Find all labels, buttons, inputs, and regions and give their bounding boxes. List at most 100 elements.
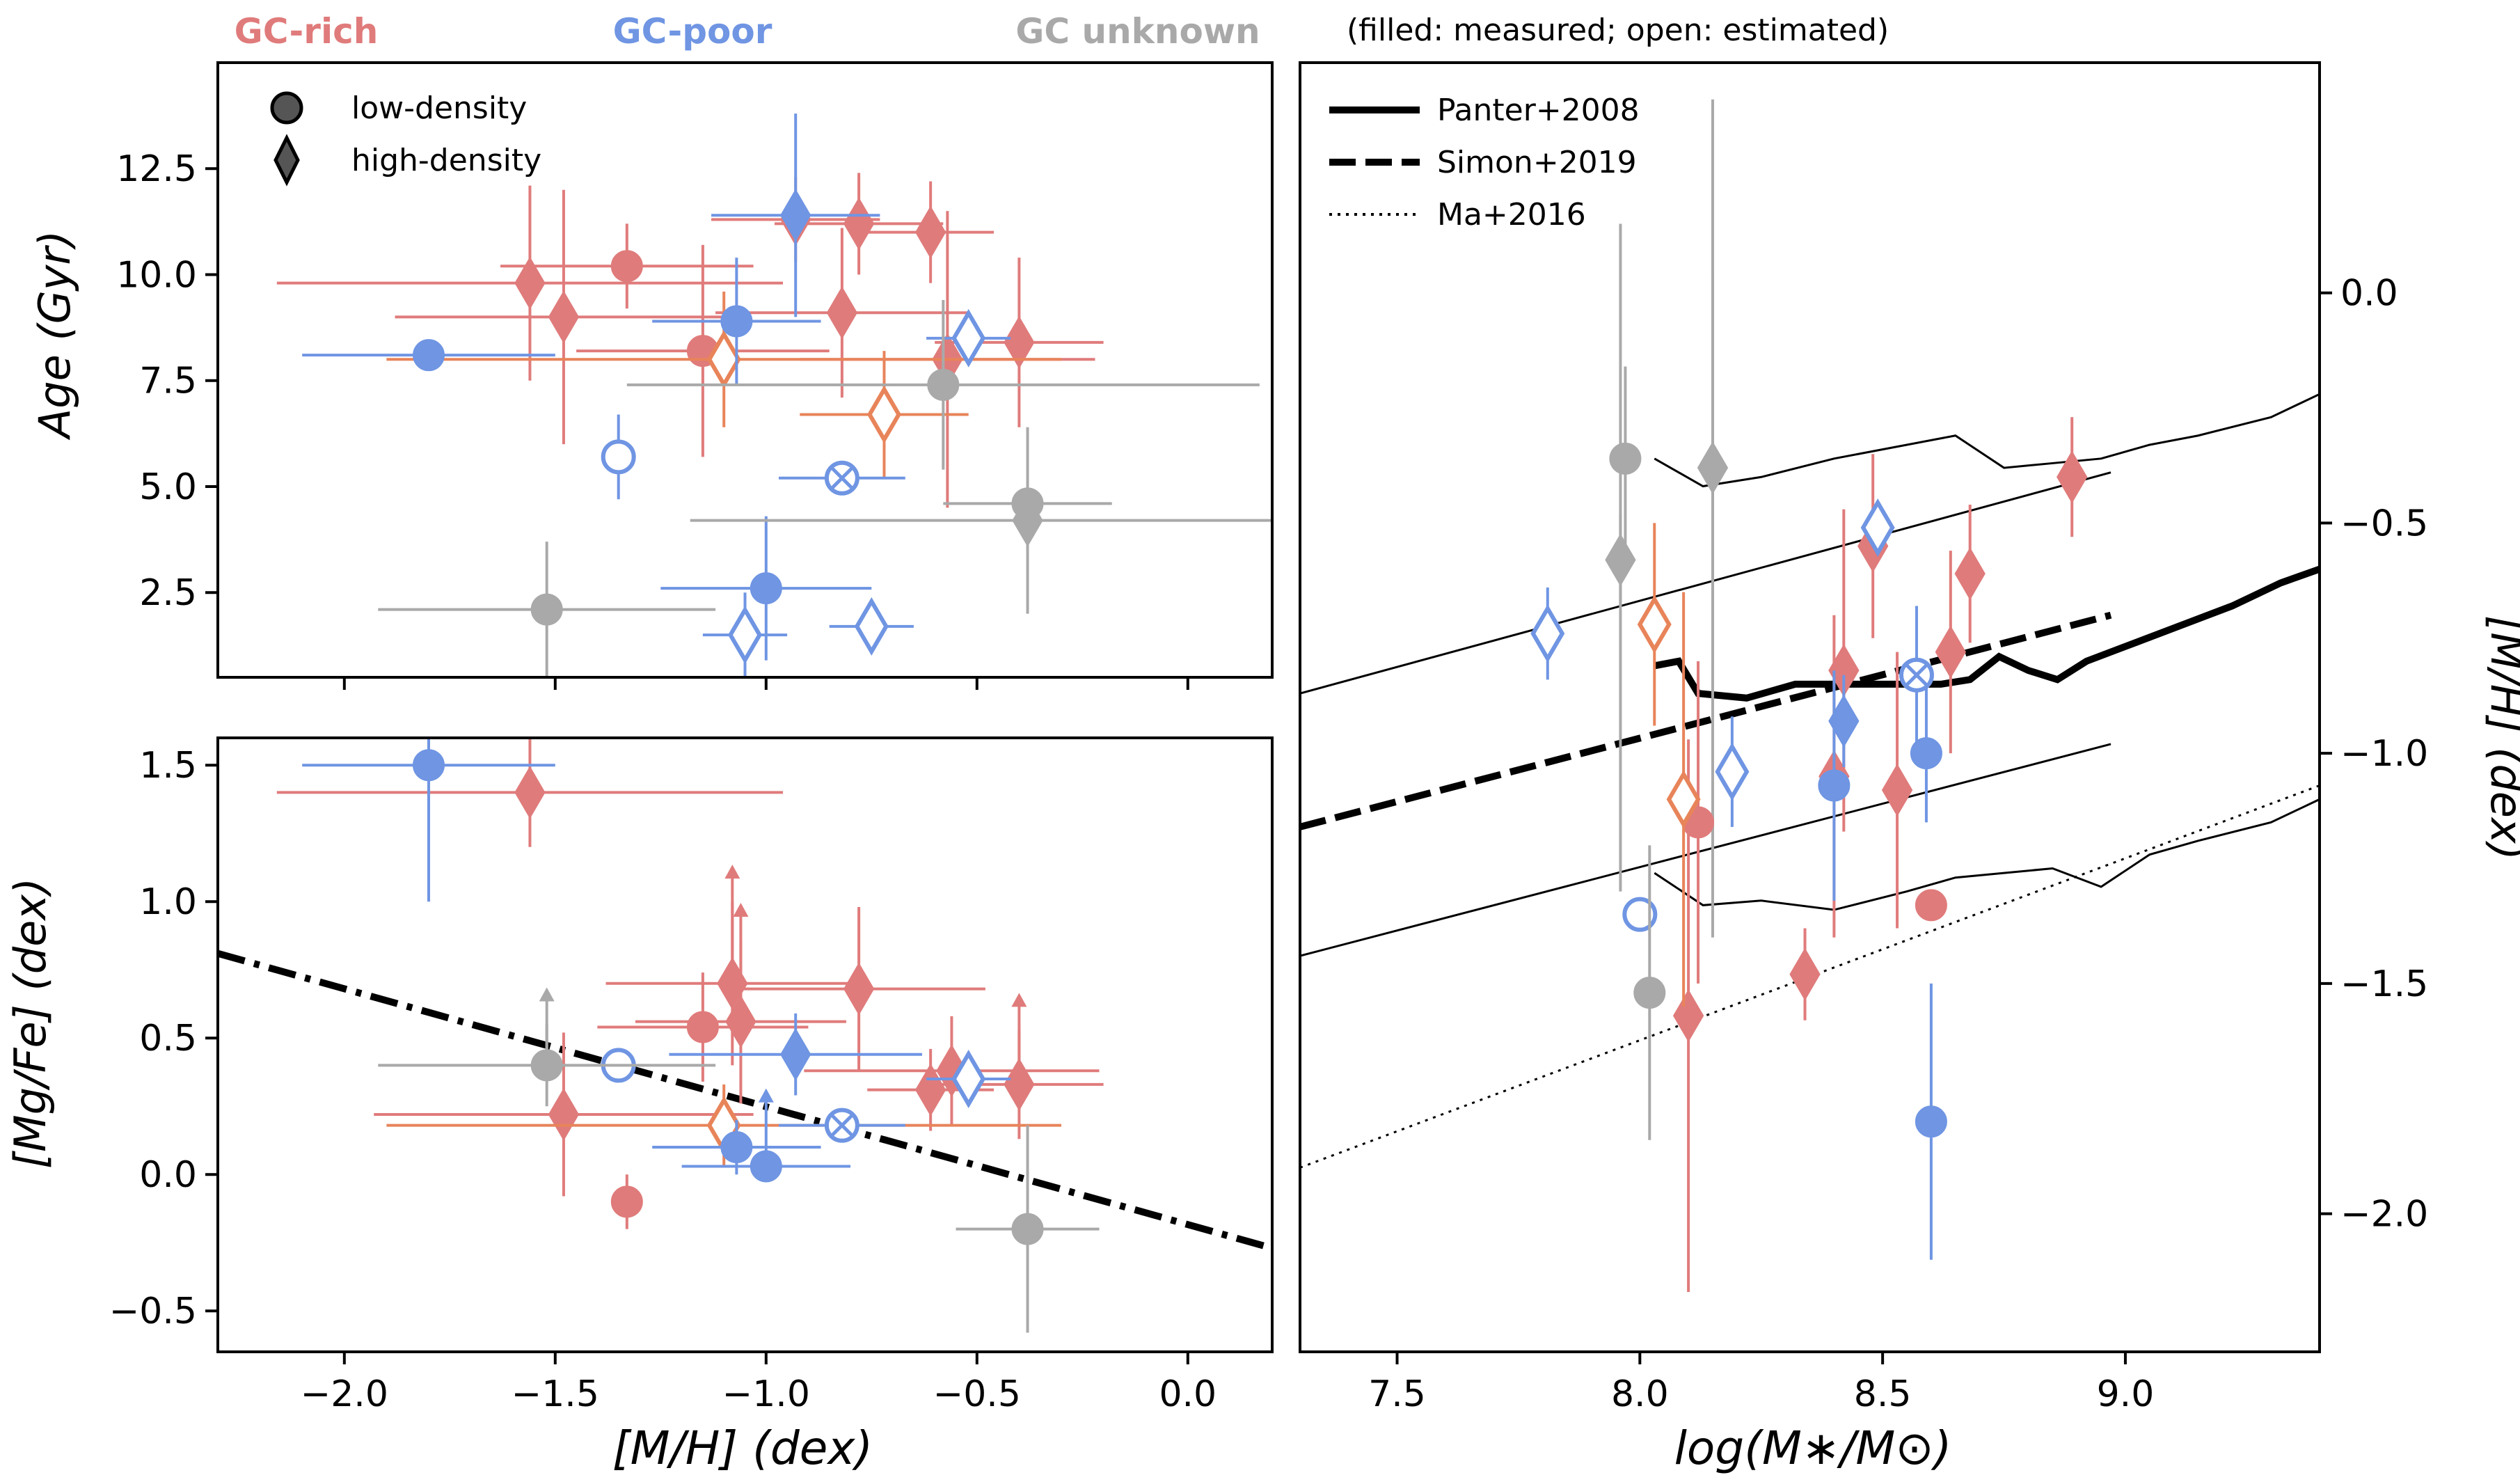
legend-simon-label: Simon+2019 [1437, 145, 1637, 180]
data-point-diamond [1860, 498, 1895, 557]
data-point-circle [750, 572, 782, 605]
data-point-diamond [1004, 315, 1035, 369]
data-point-diamond [1697, 441, 1729, 495]
data-point-circle [601, 439, 636, 475]
age-ylabel: Age (Gyr) [29, 230, 80, 441]
data-point-circle [686, 1011, 719, 1043]
y-tick-label: 10.0 [116, 254, 197, 296]
data-point-diamond [951, 308, 986, 368]
data-point-diamond [514, 766, 546, 819]
y-tick-label: 2.5 [139, 572, 197, 614]
age-panel: 2.5 5.0 7.5 10.0 12.5 [116, 61, 1274, 690]
upper-limit-arrow [724, 865, 740, 879]
x-tick-label: −1.0 [722, 1373, 810, 1415]
cross-mark [1904, 663, 1929, 687]
y-tick-label: −0.5 [109, 1291, 197, 1332]
data-point-diamond [826, 286, 858, 340]
header-gc-unknown: GC unknown [1015, 11, 1260, 52]
data-point-circle [1011, 1213, 1044, 1245]
data-point-circle [530, 1049, 563, 1082]
data-point-circle [413, 749, 445, 782]
relation-panter-2008-lower [1654, 798, 2320, 911]
data-point-diamond [1935, 625, 1966, 679]
data-point-diamond [1672, 989, 1704, 1043]
data-point-diamond [843, 962, 875, 1016]
data-point-diamond [1789, 947, 1821, 1001]
data-point-circle [1633, 977, 1666, 1009]
relation-simon-2019-upper [1300, 471, 2111, 695]
data-point-circle [530, 593, 563, 626]
header-gc-rich: GC-rich [235, 11, 379, 52]
mgfe-xlabel: [M/H] (dex) [612, 1421, 873, 1475]
data-point-circle [1915, 889, 1947, 922]
axes-frame [216, 61, 1274, 679]
data-point-circle [1915, 1105, 1947, 1138]
y-tick-label: −1.5 [2340, 963, 2428, 1005]
mgfe-panel: −2.0 −1.5 −1.0 −0.5 0.0 −0.5 0.0 0.5 1.0 1.5 [109, 736, 1274, 1415]
x-tick-label: −0.5 [933, 1373, 1021, 1415]
upper-limit-arrow [1011, 993, 1027, 1007]
data-point-diamond [1012, 494, 1043, 547]
cross-mark [830, 466, 855, 490]
data-point-diamond [1004, 1057, 1035, 1111]
legend-circle-marker [270, 91, 303, 125]
legend-right: Panter+2008 Simon+2019 Ma+2016 [1329, 93, 1640, 232]
y-tick-label: 7.5 [139, 361, 197, 402]
data-point-diamond [1881, 764, 1913, 817]
relation-simon-2019 [1300, 611, 2112, 830]
data-point-diamond [1954, 547, 1986, 601]
data-point-diamond [514, 256, 546, 310]
upper-limit-arrow [733, 903, 749, 917]
data-point-diamond [780, 1027, 811, 1081]
relation-panter-2008-upper [1654, 393, 2320, 488]
x-tick-label: 7.5 [1368, 1373, 1426, 1415]
data-point-diamond [548, 1087, 580, 1141]
y-tick-label: 0.0 [139, 1154, 197, 1196]
mgfe-ylabel: [Mg/Fe] (dex) [5, 878, 56, 1169]
data-point-diamond [914, 205, 946, 259]
data-point-diamond [1715, 742, 1750, 801]
mass-ylabel: [M/H] (dex) [2481, 615, 2520, 860]
x-tick-label: 0.0 [1159, 1373, 1217, 1415]
data-point-diamond [951, 1050, 986, 1108]
data-point-diamond [728, 606, 762, 665]
y-tick-label: 0.5 [139, 1018, 197, 1059]
data-point-diamond [1605, 533, 1636, 587]
data-point-circle [1818, 769, 1851, 802]
data-point-diamond [1666, 770, 1701, 829]
x-tick-label: 8.5 [1854, 1373, 1912, 1415]
data-point-diamond [867, 385, 901, 444]
legend-ma-label: Ma+2016 [1437, 197, 1586, 232]
legend-diamond-marker [274, 134, 300, 187]
axes-frame [216, 736, 1274, 1353]
legend-left: low-density high-density [270, 90, 541, 187]
legend-low-density-label: low-density [351, 90, 527, 126]
data-point-circle [1622, 897, 1658, 932]
legend-panter-label: Panter+2008 [1437, 93, 1640, 128]
x-tick-label: −2.0 [301, 1373, 388, 1415]
data-point-diamond [854, 597, 889, 656]
mass-panel: 7.5 8.0 8.5 9.0 −2.0 −1.5 −1.0 −0.5 0.0 [1299, 61, 2428, 1415]
y-tick-label: 5.0 [139, 466, 197, 508]
x-tick-label: 9.0 [2097, 1373, 2155, 1415]
y-tick-label: 12.5 [116, 148, 197, 190]
y-tick-label: 0.0 [2340, 273, 2398, 315]
relation-simon-2019-lower [1300, 743, 2111, 957]
y-tick-label: −1.0 [2340, 733, 2428, 775]
fit-line [218, 949, 1272, 1252]
data-point-diamond [2057, 450, 2088, 504]
y-tick-label: −2.0 [2340, 1194, 2428, 1236]
data-point-diamond [725, 995, 756, 1048]
plot-area [276, 113, 1272, 677]
y-tick-label: −0.5 [2340, 503, 2428, 544]
header-gc-poor: GC-poor [613, 11, 772, 52]
legend-high-density-label: high-density [351, 143, 541, 178]
data-point-circle [610, 1185, 643, 1218]
data-point-circle [413, 339, 445, 372]
data-point-circle [927, 368, 960, 401]
y-tick-label: 1.0 [139, 881, 197, 923]
x-tick-label: 8.0 [1611, 1373, 1669, 1415]
upper-limit-arrow [758, 1088, 774, 1103]
upper-limit-arrow [539, 987, 555, 1002]
